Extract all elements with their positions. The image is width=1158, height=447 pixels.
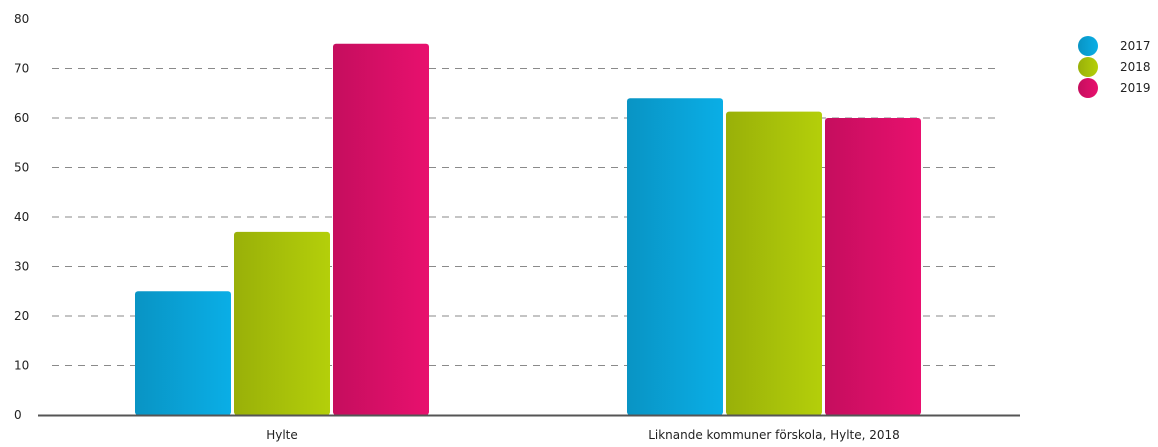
legend-swatch-2017 (1078, 36, 1098, 56)
legend: 2017 2018 2019 (1078, 36, 1151, 98)
legend-label: 2019 (1120, 81, 1151, 95)
bar-2019-hylte (333, 43, 429, 415)
bar-2018-hylte (234, 231, 330, 415)
legend-swatch-2018 (1078, 57, 1098, 77)
y-tick-label: 80 (14, 12, 29, 26)
bar-2017-liknande-kommuner (627, 98, 723, 415)
x-category-label: Liknande kommuner förskola, Hylte, 2018 (648, 428, 900, 442)
y-tick-label: 40 (14, 210, 29, 224)
x-category-label: Hylte (266, 428, 298, 442)
y-tick-label: 50 (14, 161, 29, 175)
legend-label: 2018 (1120, 60, 1151, 74)
legend-label: 2017 (1120, 39, 1151, 53)
y-tick-label: 60 (14, 111, 29, 125)
y-tick-label: 10 (14, 359, 29, 373)
y-axis-tick-labels: 0 10 20 30 40 50 60 70 80 (14, 12, 29, 422)
bar-2017-hylte (135, 291, 231, 415)
bar-2018-liknande-kommuner (726, 111, 822, 415)
bars (135, 43, 921, 415)
bar-2019-liknande-kommuner (825, 118, 921, 415)
y-tick-label: 20 (14, 309, 29, 323)
legend-swatch-2019 (1078, 78, 1098, 98)
y-tick-label: 30 (14, 260, 29, 274)
y-tick-label: 0 (14, 408, 22, 422)
y-tick-label: 70 (14, 62, 29, 76)
x-axis-category-labels: Hylte Liknande kommuner förskola, Hylte, … (266, 428, 900, 442)
